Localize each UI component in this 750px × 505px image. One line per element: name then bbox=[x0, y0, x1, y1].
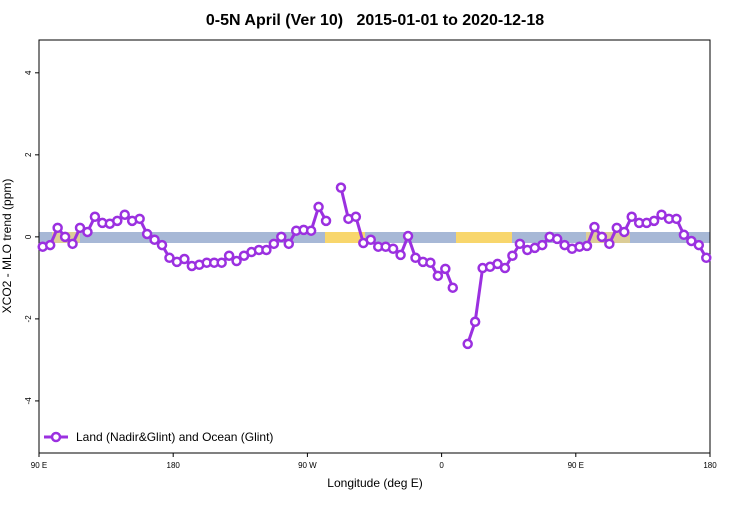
x-tick-label: 180 bbox=[167, 461, 181, 470]
x-tick-label: 90 E bbox=[568, 461, 584, 470]
data-point bbox=[141, 228, 153, 240]
data-point bbox=[619, 226, 630, 238]
data-point bbox=[82, 226, 93, 238]
land-band bbox=[325, 232, 365, 243]
data-point bbox=[410, 252, 421, 264]
data-point bbox=[276, 231, 287, 243]
data-point bbox=[268, 238, 280, 250]
legend-label: Land (Nadir&Glint) and Ocean (Glint) bbox=[76, 430, 273, 444]
land-band bbox=[586, 232, 630, 243]
data-point bbox=[551, 233, 563, 245]
data-point bbox=[693, 239, 705, 251]
data-point bbox=[402, 230, 414, 242]
data-point bbox=[648, 215, 660, 227]
data-point bbox=[469, 316, 481, 328]
y-tick-label: -4 bbox=[24, 397, 33, 405]
data-point bbox=[67, 238, 78, 250]
data-point bbox=[492, 258, 503, 270]
data-point bbox=[350, 211, 362, 223]
data-point bbox=[432, 270, 444, 282]
data-point bbox=[313, 201, 324, 213]
data-point bbox=[305, 225, 317, 236]
x-tick-label: 180 bbox=[703, 461, 717, 470]
data-point bbox=[701, 252, 712, 264]
data-point bbox=[507, 250, 518, 261]
data-point bbox=[164, 252, 175, 264]
data-point bbox=[589, 221, 600, 233]
data-point bbox=[179, 253, 190, 265]
x-axis-label: Longitude (deg E) bbox=[327, 476, 422, 490]
data-point bbox=[52, 222, 63, 234]
data-point bbox=[425, 257, 436, 268]
data-point bbox=[656, 209, 667, 220]
data-point bbox=[149, 234, 160, 245]
data-point bbox=[387, 243, 399, 255]
data-point bbox=[261, 244, 272, 256]
data-point bbox=[223, 250, 235, 261]
x-tick-label: 90 W bbox=[298, 461, 317, 470]
data-point bbox=[156, 239, 168, 251]
data-point bbox=[514, 238, 526, 250]
land-band bbox=[456, 232, 512, 243]
chart-title: 0-5N April (Ver 10) 2015-01-01 to 2020-1… bbox=[206, 12, 544, 29]
data-point bbox=[581, 240, 593, 252]
y-tick-label: 2 bbox=[24, 152, 33, 157]
data-point bbox=[112, 215, 123, 227]
data-point bbox=[320, 215, 332, 227]
data-point bbox=[89, 211, 101, 223]
legend-marker bbox=[50, 431, 62, 443]
data-point bbox=[686, 235, 697, 247]
data-point bbox=[74, 222, 86, 234]
data-point bbox=[499, 262, 511, 274]
data-point bbox=[596, 231, 608, 243]
data-point bbox=[335, 182, 347, 193]
data-point bbox=[283, 238, 295, 250]
data-point bbox=[626, 211, 637, 223]
y-tick-label: -2 bbox=[24, 315, 33, 323]
data-point bbox=[59, 231, 71, 243]
data-point bbox=[604, 238, 615, 250]
data-point bbox=[462, 338, 473, 350]
x-tick-label: 0 bbox=[439, 461, 444, 470]
y-tick-label: 4 bbox=[24, 70, 33, 75]
data-point bbox=[671, 213, 682, 225]
data-point bbox=[134, 213, 145, 225]
data-point bbox=[119, 209, 130, 220]
data-point bbox=[231, 255, 242, 267]
y-tick-label: 0 bbox=[24, 234, 33, 239]
data-point bbox=[611, 222, 623, 234]
data-point bbox=[447, 282, 459, 293]
data-point bbox=[365, 234, 377, 245]
data-point bbox=[440, 263, 451, 275]
data-point bbox=[216, 257, 227, 268]
y-axis-label: XCO2 - MLO trend (ppm) bbox=[0, 179, 14, 314]
x-tick-label: 90 E bbox=[31, 461, 47, 470]
data-point bbox=[678, 229, 690, 241]
data-point bbox=[44, 239, 56, 251]
data-point bbox=[395, 249, 406, 261]
data-point bbox=[537, 239, 548, 251]
